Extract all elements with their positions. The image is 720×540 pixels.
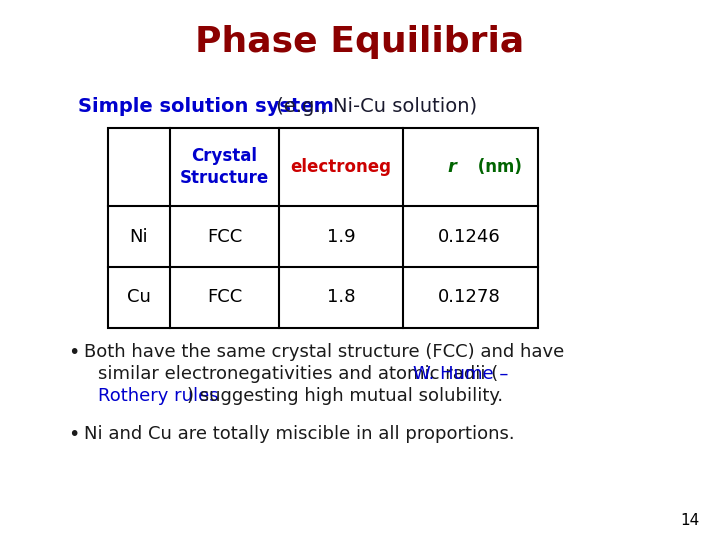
Text: Both have the same crystal structure (FCC) and have: Both have the same crystal structure (FC… — [84, 343, 564, 361]
Text: Crystal
Structure: Crystal Structure — [180, 147, 269, 187]
Text: FCC: FCC — [207, 227, 242, 246]
Text: 1.9: 1.9 — [327, 227, 355, 246]
Text: 0.1246: 0.1246 — [438, 227, 501, 246]
Text: similar electronegativities and atomic radii (: similar electronegativities and atomic r… — [98, 365, 498, 383]
Text: Cu: Cu — [127, 288, 151, 307]
Text: FCC: FCC — [207, 288, 242, 307]
Text: Simple solution system: Simple solution system — [78, 98, 334, 117]
Text: r: r — [447, 158, 456, 176]
Text: 0.1278: 0.1278 — [438, 288, 501, 307]
Text: (e.g., Ni-Cu solution): (e.g., Ni-Cu solution) — [270, 98, 477, 117]
Text: Rothery rules: Rothery rules — [98, 387, 219, 405]
Text: Ni: Ni — [130, 227, 148, 246]
Text: W. Hume –: W. Hume – — [413, 365, 508, 383]
Text: ) suggesting high mutual solubility.: ) suggesting high mutual solubility. — [187, 387, 503, 405]
Text: Ni and Cu are totally miscible in all proportions.: Ni and Cu are totally miscible in all pr… — [84, 425, 515, 443]
Text: 1.8: 1.8 — [327, 288, 355, 307]
Text: •: • — [68, 342, 79, 361]
Text: (nm): (nm) — [472, 158, 521, 176]
Text: 14: 14 — [680, 513, 700, 528]
Text: Phase Equilibria: Phase Equilibria — [195, 25, 525, 59]
Text: •: • — [68, 424, 79, 443]
Bar — [108, 128, 538, 328]
Text: electroneg: electroneg — [290, 158, 392, 176]
